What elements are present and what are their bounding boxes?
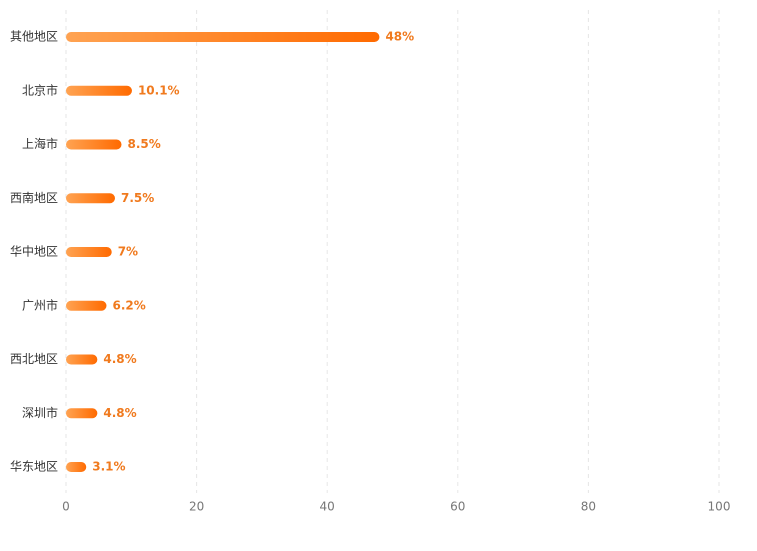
- value-label: 48%: [385, 30, 414, 44]
- bar: [66, 139, 122, 150]
- x-tick-label: 80: [581, 500, 596, 514]
- value-label: 8.5%: [128, 137, 161, 151]
- value-label: 7%: [118, 245, 138, 259]
- x-tick-label: 60: [450, 500, 465, 514]
- y-tick-label: 深圳市: [22, 405, 58, 420]
- bar: [66, 354, 98, 365]
- value-label: 4.8%: [103, 406, 136, 420]
- x-tick-label: 20: [189, 500, 204, 514]
- x-tick-label: 100: [708, 500, 731, 514]
- y-tick-label: 华东地区: [10, 460, 58, 474]
- bar: [66, 300, 107, 311]
- x-tick-label: 0: [62, 500, 70, 514]
- y-tick-label: 上海市: [22, 136, 58, 151]
- y-tick-label: 西北地区: [10, 352, 58, 366]
- value-label: 10.1%: [138, 83, 180, 97]
- y-tick-label: 其他地区: [10, 30, 58, 44]
- y-tick-label: 广州市: [22, 297, 58, 312]
- y-tick-label: 北京市: [22, 82, 58, 97]
- value-label: 4.8%: [103, 352, 136, 366]
- y-tick-label: 西南地区: [10, 190, 58, 205]
- bar: [66, 193, 115, 204]
- y-tick-label: 华中地区: [10, 244, 58, 259]
- value-label: 6.2%: [112, 298, 145, 312]
- bar: [66, 32, 380, 42]
- value-label: 7.5%: [121, 191, 154, 205]
- value-label: 3.1%: [92, 460, 125, 474]
- bar: [66, 247, 112, 257]
- x-tick-label: 40: [320, 500, 335, 514]
- bar: [66, 408, 98, 419]
- bar: [66, 462, 87, 472]
- bar: [66, 85, 132, 96]
